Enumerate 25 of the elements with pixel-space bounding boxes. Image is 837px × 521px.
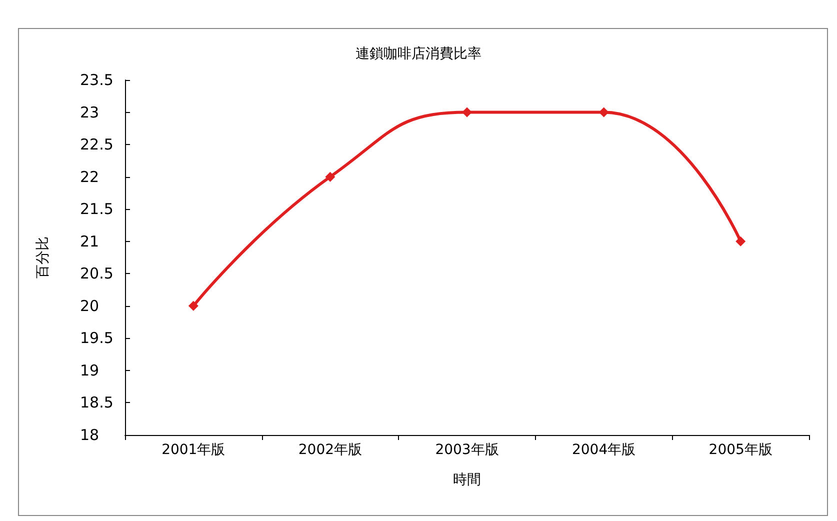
y-tick-label: 22 xyxy=(80,168,100,186)
x-tick-label: 2002年版 xyxy=(298,442,362,458)
x-tick-label: 2004年版 xyxy=(572,442,636,458)
y-tick-label: 21.5 xyxy=(80,200,114,218)
point xyxy=(188,300,198,311)
point xyxy=(598,107,609,118)
y-tick-label: 21 xyxy=(80,232,100,250)
x-axis-title: 時間 xyxy=(453,472,481,488)
y-tick-label: 18 xyxy=(80,426,100,444)
y-tick-label: 18.5 xyxy=(80,394,114,412)
x-tick-label: 2003年版 xyxy=(435,442,499,458)
x-tick-label: 2005年版 xyxy=(708,442,772,458)
point xyxy=(736,236,746,246)
y-tick-label: 20 xyxy=(80,296,100,315)
x-tick-label: 2001年版 xyxy=(162,442,226,458)
point xyxy=(462,107,472,118)
y-tick-label: 23 xyxy=(80,103,100,122)
y-axis-title: 百分比 xyxy=(35,236,51,278)
y-tick-label: 19 xyxy=(80,361,100,380)
y-tick-label: 19.5 xyxy=(80,329,114,348)
y-tick-label: 20.5 xyxy=(80,264,114,283)
point xyxy=(325,172,336,182)
chart-title: 連鎖咖啡店消費比率 xyxy=(356,46,482,62)
y-tick-label: 22.5 xyxy=(80,136,114,154)
y-tick-label: 23.5 xyxy=(80,71,114,89)
